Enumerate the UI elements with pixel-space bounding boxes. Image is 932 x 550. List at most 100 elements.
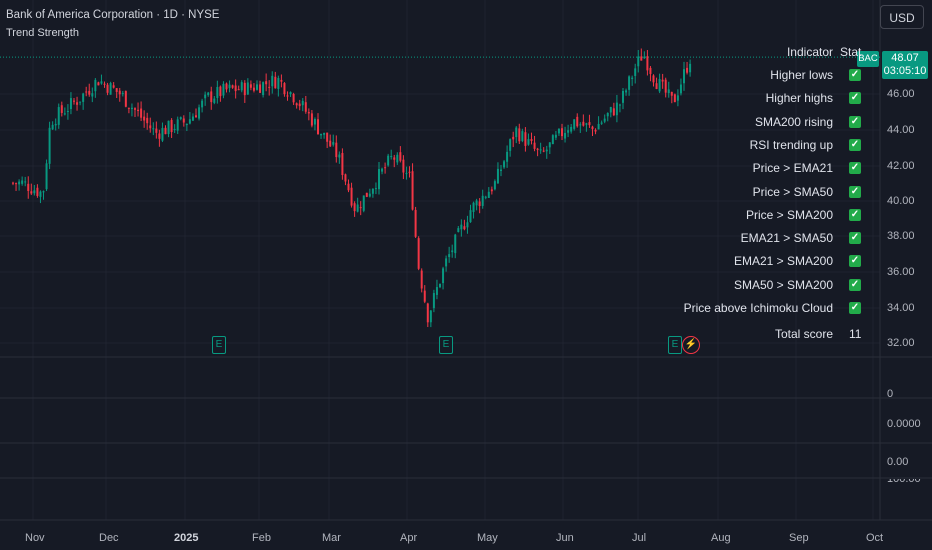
candle-body [219, 86, 222, 97]
candle-body [210, 91, 213, 103]
candle-body [179, 117, 182, 119]
candle-body [625, 90, 628, 93]
candle-body [524, 132, 527, 146]
candle-body [106, 84, 109, 93]
candle-body [21, 180, 24, 184]
candle-body [82, 93, 85, 102]
candle-body [191, 116, 194, 121]
candle-body [573, 119, 576, 129]
candle-body [365, 192, 368, 197]
table-row: Price > EMA21 ✓ [690, 157, 880, 180]
candle-body [679, 84, 682, 94]
candle-body [182, 118, 185, 123]
candle-body [12, 182, 14, 184]
candle-body [137, 109, 140, 112]
candle-body [362, 195, 365, 211]
candle-body [512, 136, 515, 140]
candle-body [298, 103, 301, 107]
earnings-marker[interactable]: E [668, 336, 682, 354]
candle-body [66, 110, 69, 112]
candle-body [268, 86, 271, 88]
x-axis-label: Dec [99, 532, 119, 544]
candle-body [435, 287, 438, 295]
candle-body [594, 129, 597, 132]
currency-button[interactable]: USD [880, 5, 924, 29]
candle-body [45, 163, 48, 190]
candle-body [686, 67, 689, 73]
candle-body [536, 148, 539, 150]
candle-body [496, 168, 499, 184]
candle-body [201, 100, 204, 108]
check-icon: ✓ [849, 232, 861, 245]
candle-body [658, 78, 661, 92]
candle-body [481, 195, 484, 206]
candle-body [561, 128, 563, 137]
candle-body [548, 142, 551, 148]
candle-body [353, 203, 356, 212]
candle-body [292, 93, 295, 103]
y-axis-label: 42.00 [887, 160, 915, 172]
candle-body [341, 152, 344, 176]
candle-body [204, 94, 207, 99]
earnings-marker[interactable]: E [212, 336, 226, 354]
header-status: Stat [840, 45, 862, 59]
candle-body [432, 293, 435, 309]
check-icon: ✓ [849, 69, 861, 81]
y-axis-label: 40.00 [887, 195, 915, 207]
candle-body [390, 156, 393, 158]
candle-body [289, 92, 292, 95]
candle-body [170, 119, 173, 133]
candle-body [673, 94, 676, 103]
table-row: SMA50 > SMA200 ✓ [690, 274, 880, 297]
candle-body [335, 142, 338, 158]
candle-body [426, 303, 429, 323]
candle-body [164, 127, 167, 135]
candle-body [167, 120, 170, 135]
candle-body [579, 124, 582, 126]
candle-body [143, 116, 146, 121]
row-label: EMA21 > SMA200 [733, 254, 833, 269]
candle-body [396, 154, 399, 163]
row-label: SMA200 rising [754, 114, 833, 129]
candle-body [155, 128, 158, 133]
candle-body [423, 290, 426, 302]
check-icon: ✓ [849, 302, 861, 314]
candle-body [399, 152, 402, 161]
last-price-tag: 48.07 03:05:10 [882, 51, 928, 79]
pane-axis-label: 0.0000 [887, 418, 921, 430]
candle-body [643, 56, 646, 59]
candle-body [213, 98, 216, 103]
candle-body [600, 122, 603, 124]
candle-body [185, 123, 188, 126]
row-label: Price above Ichimoku Cloud [683, 301, 833, 315]
candle-body [320, 133, 323, 136]
candle-body [88, 90, 91, 95]
y-axis-label: 36.00 [887, 266, 915, 278]
y-axis-label: 44.00 [887, 124, 915, 136]
candle-body [381, 168, 384, 172]
candle-body [118, 90, 121, 95]
candle-body [588, 122, 591, 126]
candle-body [115, 88, 118, 92]
candle-body [378, 169, 380, 190]
candle-body [503, 161, 506, 168]
candle-body [262, 82, 265, 96]
candle-body [85, 91, 88, 93]
candle-body [506, 151, 509, 162]
candle-body [670, 91, 673, 96]
candle-body [393, 157, 396, 160]
candle-body [527, 139, 530, 145]
candle-body [628, 76, 631, 90]
lightning-icon[interactable]: ⚡ [682, 336, 700, 354]
candle-body [667, 89, 670, 94]
table-row: Higher lows ✓ [690, 64, 880, 87]
y-axis-label: 46.00 [887, 88, 915, 100]
indicator-name[interactable]: Trend Strength [6, 27, 79, 39]
candle-body [124, 91, 127, 107]
candle-body [557, 128, 560, 134]
candle-body [173, 128, 176, 130]
earnings-marker[interactable]: E [439, 336, 453, 354]
candle-body [216, 87, 219, 98]
candle-body [146, 117, 149, 124]
